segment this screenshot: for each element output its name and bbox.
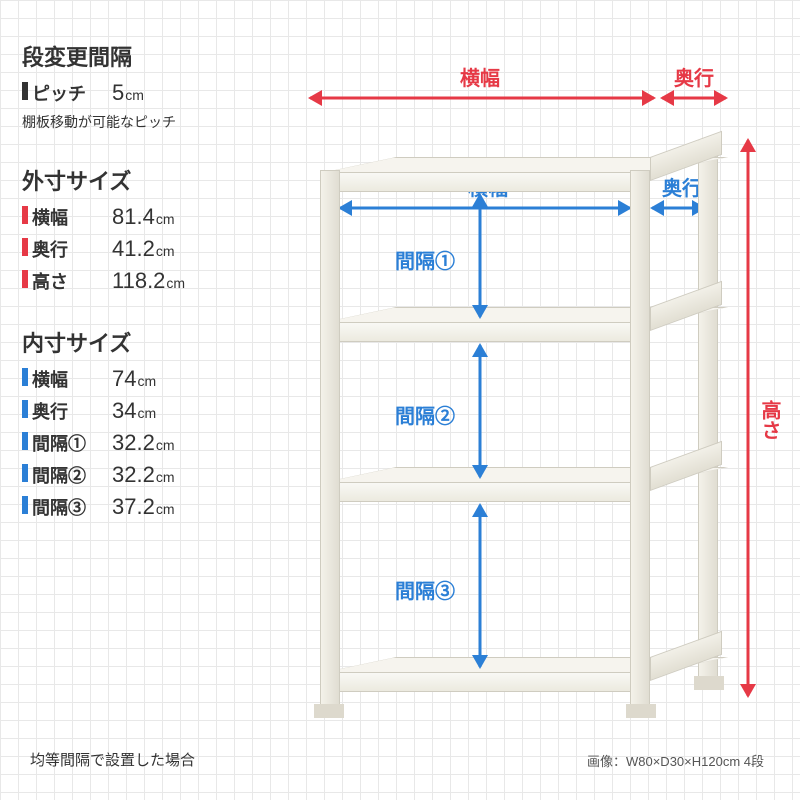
spec-label: 間隔① bbox=[32, 430, 106, 456]
tick-icon bbox=[22, 496, 28, 514]
tick-icon bbox=[22, 238, 28, 256]
shelf-post bbox=[630, 170, 650, 706]
spec-row: 間隔②32.2cm bbox=[22, 462, 242, 488]
spec-row: 間隔①32.2cm bbox=[22, 430, 242, 456]
spec-row: 奥行34cm bbox=[22, 398, 242, 424]
spec-row: 高さ118.2cm bbox=[22, 268, 242, 294]
spec-label: 間隔② bbox=[32, 462, 106, 488]
gap1-arrow bbox=[470, 195, 490, 317]
tick-icon bbox=[22, 368, 28, 386]
spec-value: 34 bbox=[112, 398, 136, 424]
outer-depth-arrow bbox=[662, 88, 726, 108]
spec-value: 32.2 bbox=[112, 462, 155, 488]
shelf-foot bbox=[314, 704, 344, 718]
shelf-board bbox=[320, 320, 650, 342]
spec-row: 間隔③37.2cm bbox=[22, 494, 242, 520]
shelf-board bbox=[320, 670, 650, 692]
spec-unit: cm bbox=[156, 469, 175, 485]
gap2-arrow bbox=[470, 345, 490, 477]
outer-width-arrow bbox=[310, 88, 654, 108]
outer-width-label: 横幅 bbox=[430, 62, 530, 91]
spec-label: 横幅 bbox=[32, 366, 106, 392]
shelf-diagram: 横幅 奥行 高さ 横幅 奥行 間隔① 間隔② 間隔③ bbox=[260, 40, 780, 760]
pitch-unit: cm bbox=[125, 87, 144, 103]
inner-title: 内寸サイズ bbox=[22, 326, 242, 358]
spec-unit: cm bbox=[156, 501, 175, 517]
spec-unit: cm bbox=[137, 373, 156, 389]
spec-row: 横幅74cm bbox=[22, 366, 242, 392]
pitch-title: 段変更間隔 bbox=[22, 40, 242, 72]
tick-icon bbox=[22, 400, 28, 418]
height-label: 高さ bbox=[755, 400, 784, 440]
spec-label: 奥行 bbox=[32, 398, 106, 424]
pitch-value: 5 bbox=[112, 80, 124, 106]
shelf-foot bbox=[626, 704, 656, 718]
gap3-label: 間隔③ bbox=[395, 575, 455, 604]
shelf-foot bbox=[694, 676, 724, 690]
pitch-note: 棚板移動が可能なピッチ bbox=[22, 112, 242, 132]
spec-unit: cm bbox=[137, 405, 156, 421]
shelf-post bbox=[698, 140, 718, 688]
tick-icon bbox=[22, 464, 28, 482]
footer-left: 均等間隔で設置した場合 bbox=[30, 749, 195, 770]
spec-unit: cm bbox=[166, 275, 185, 291]
spec-value: 37.2 bbox=[112, 494, 155, 520]
tick-icon bbox=[22, 270, 28, 288]
spec-label: 高さ bbox=[32, 268, 106, 294]
tick-icon bbox=[22, 82, 28, 100]
shelf-post bbox=[320, 170, 340, 706]
tick-icon bbox=[22, 206, 28, 224]
spec-value: 81.4 bbox=[112, 204, 155, 230]
tick-icon bbox=[22, 432, 28, 450]
spec-unit: cm bbox=[156, 437, 175, 453]
shelf-board bbox=[320, 170, 650, 192]
spec-value: 32.2 bbox=[112, 430, 155, 456]
spec-panel: 段変更間隔 ピッチ 5 cm 棚板移動が可能なピッチ 外寸サイズ 横幅81.4c… bbox=[22, 40, 242, 526]
spec-value: 118.2 bbox=[112, 268, 165, 294]
pitch-label: ピッチ bbox=[32, 80, 106, 106]
outer-title: 外寸サイズ bbox=[22, 164, 242, 196]
spec-label: 間隔③ bbox=[32, 494, 106, 520]
outer-depth-label: 奥行 bbox=[664, 62, 724, 91]
spec-value: 41.2 bbox=[112, 236, 155, 262]
spec-row: 横幅81.4cm bbox=[22, 204, 242, 230]
spec-value: 74 bbox=[112, 366, 136, 392]
shelf-illustration bbox=[320, 140, 720, 700]
pitch-row: ピッチ 5 cm bbox=[22, 80, 242, 106]
gap1-label: 間隔① bbox=[395, 245, 455, 274]
spec-label: 横幅 bbox=[32, 204, 106, 230]
spec-row: 奥行41.2cm bbox=[22, 236, 242, 262]
gap3-arrow bbox=[470, 505, 490, 667]
spec-unit: cm bbox=[156, 243, 175, 259]
gap2-label: 間隔② bbox=[395, 400, 455, 429]
spec-label: 奥行 bbox=[32, 236, 106, 262]
spec-unit: cm bbox=[156, 211, 175, 227]
shelf-board bbox=[320, 480, 650, 502]
